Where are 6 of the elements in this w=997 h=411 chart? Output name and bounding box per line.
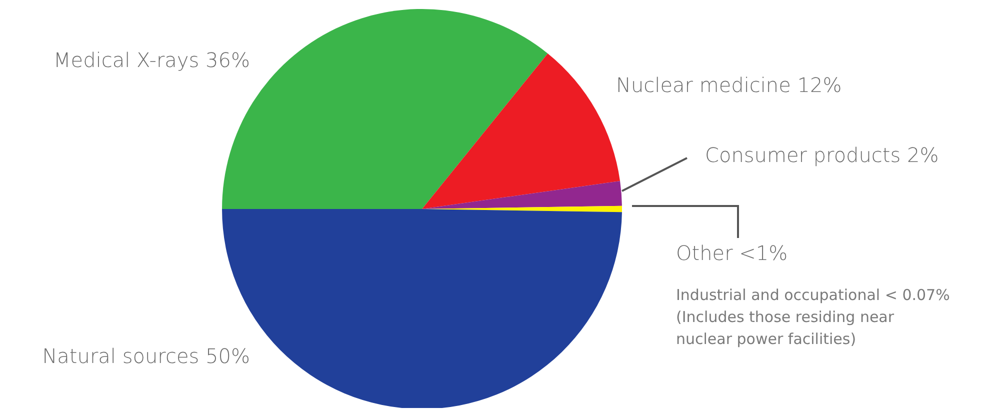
text: Industrial and occupational < 0.07% (Includes those residing near nuclear power facilities) <box>676 286 950 348</box>
slice-label: Natural sources 50% <box>42 344 250 368</box>
slice-label: Medical X-rays 36% <box>54 48 250 72</box>
slice-label: Other <1% <box>676 241 788 265</box>
slice-label: Consumer products 2% <box>705 143 939 167</box>
slice-label: Nuclear medicine 12% <box>616 73 842 97</box>
